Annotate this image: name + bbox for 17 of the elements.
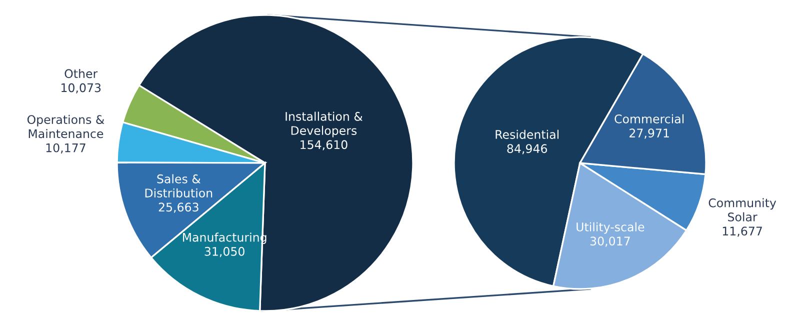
- data-label: 11,677: [722, 226, 762, 237]
- data-label: 10,073: [62, 83, 101, 94]
- slice-label: Operations & Maintenance: [27, 114, 104, 138]
- slice-label: Commercial: [614, 114, 684, 124]
- slice-label: Utility-scale: [576, 222, 644, 234]
- data-label: 27,971: [630, 128, 669, 139]
- slice-label: Residential: [496, 130, 559, 139]
- slice-label: Sales & Distribution: [145, 174, 212, 198]
- slice-label: Installation & Developers: [286, 112, 363, 138]
- slice-label: Other: [64, 68, 98, 78]
- data-label: 31,050: [204, 246, 244, 258]
- slice-label: Community Solar: [708, 198, 776, 222]
- data-label: 30,017: [590, 236, 630, 247]
- data-label: 25,663: [158, 202, 198, 213]
- data-label: 84,946: [507, 144, 548, 154]
- data-label: 154,610: [300, 140, 348, 150]
- data-label: 10,177: [46, 143, 86, 154]
